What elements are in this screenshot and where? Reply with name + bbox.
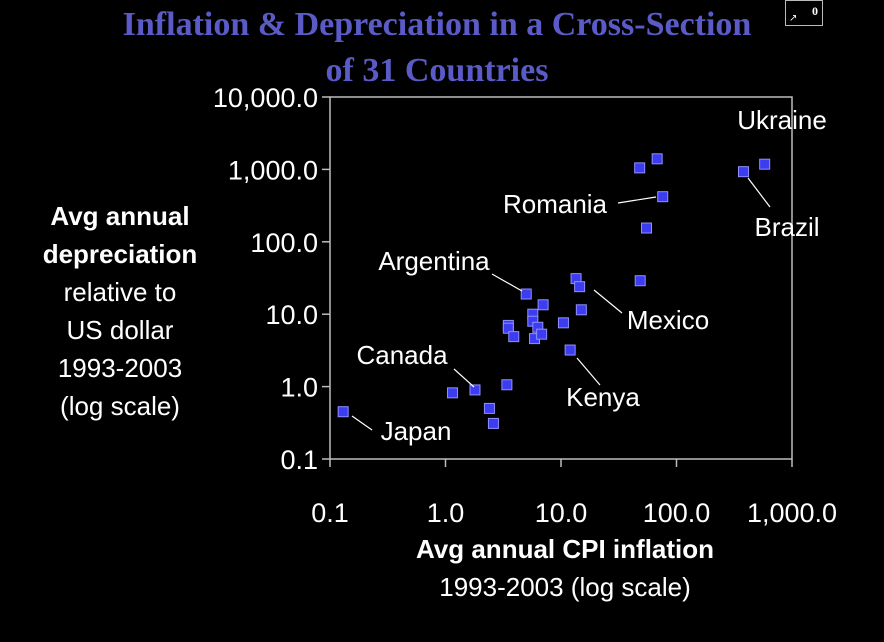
data-point [337,406,349,418]
y-axis-label-line1: Avg annual [50,201,190,231]
data-point [557,317,569,329]
data-point [501,379,513,391]
annotation-label: Romania [503,189,608,219]
chart-title-line1: Inflation & Depreciation in a Cross-Sect… [122,6,752,43]
y-axis-label-line3: relative to [63,277,177,307]
plot-frame [329,96,793,460]
annotation-label: Argentina [378,246,490,276]
annotation-leader [351,415,373,431]
y-tick-label: 0.1 [280,445,318,475]
data-point [737,166,749,178]
annotation-label: Mexico [627,305,709,335]
data-point [641,222,653,234]
y-tick-label: 1,000.0 [228,155,318,185]
data-point [537,299,549,311]
data-point [536,328,548,340]
y-tick-label: 100.0 [250,228,318,258]
y-axis-label-line4: US dollar [66,315,174,345]
y-axis-label-line6: (log scale) [60,391,180,421]
y-tick-label: 10,000.0 [213,83,318,113]
annotation-leader [747,177,771,208]
annotation-leader [593,289,623,314]
x-tick-label: 10.0 [535,498,588,528]
data-point [634,162,646,174]
x-axis-label-line1: Avg annual CPI inflation [415,534,715,564]
data-point [634,275,646,287]
annotation-label: Japan [381,416,452,446]
x-tick-label: 0.1 [311,498,349,528]
y-tick-label: 10.0 [265,300,318,330]
chart-title-line2: of 31 Countries [325,52,549,89]
data-point [483,402,495,414]
x-tick-label: 100.0 [643,498,711,528]
y-axis-label-line2: depreciation [42,239,198,269]
annotation-leader [576,357,601,386]
data-point [651,153,663,165]
data-point [575,304,587,316]
annotation-label: Ukraine [737,105,827,135]
slide-number: 0 [812,4,818,18]
arrow-icon: ↗ [789,13,798,24]
x-tick-label: 1,000.0 [747,498,837,528]
data-point [759,158,771,170]
x-tick-label: 1.0 [427,498,465,528]
annotation-label: Canada [356,340,448,370]
data-point [574,281,586,293]
y-axis-label-line5: 1993-2003 [57,353,183,383]
annotation-label: Kenya [566,382,640,412]
data-point [447,387,459,399]
annotation-leader [453,368,475,388]
data-point [487,417,499,429]
data-point [520,288,532,300]
data-point [657,191,669,203]
data-point [469,384,481,396]
y-tick-label: 1.0 [280,373,318,403]
data-point [508,331,520,343]
annotation-leader [491,273,523,292]
annotation-leader [617,196,657,204]
annotation-label: Brazil [754,212,819,242]
slide-number-box[interactable]: 0 ↗ [785,0,823,26]
x-axis-label-line2: 1993-2003 (log scale) [439,572,691,602]
data-point [564,344,576,356]
